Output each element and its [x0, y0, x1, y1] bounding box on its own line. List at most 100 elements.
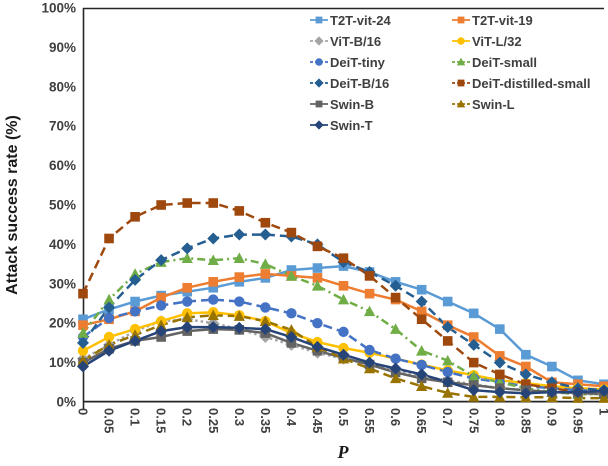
marker-square: [130, 296, 140, 307]
marker-triangle: [77, 354, 89, 366]
x-tick-label: 0.8: [492, 408, 507, 426]
marker-triangle: [77, 327, 89, 338]
marker-triangle: [181, 311, 193, 323]
y-tick-label: 20%: [49, 316, 76, 331]
x-tick-label: 0.55: [362, 408, 377, 433]
marker-triangle: [285, 324, 297, 335]
marker-diamond: [155, 254, 168, 267]
marker-square: [547, 361, 557, 372]
marker-circle: [338, 342, 349, 354]
marker-triangle: [129, 268, 141, 279]
x-tick-label: 0.85: [518, 408, 533, 433]
marker-square: [521, 349, 531, 360]
marker-triangle: [129, 329, 141, 340]
legend-label: T2T-vit-24: [330, 12, 391, 28]
marker-triangle: [207, 254, 219, 265]
marker-triangle: [207, 309, 219, 321]
marker-circle: [182, 296, 193, 307]
y-tick-label: 100%: [41, 1, 76, 16]
marker-square: [312, 241, 323, 252]
y-axis-title: Attack success rate (%): [4, 115, 21, 295]
marker-triangle: [311, 279, 324, 291]
marker-square: [495, 351, 505, 361]
marker-square: [315, 16, 323, 24]
marker-square: [416, 314, 427, 325]
marker-diamond: [207, 321, 220, 334]
marker-diamond: [314, 78, 324, 88]
marker-diamond: [467, 384, 480, 397]
x-tick-label: 0.6: [388, 408, 403, 426]
marker-square: [468, 308, 479, 319]
marker-triangle: [416, 380, 428, 392]
marker-circle: [416, 359, 427, 371]
y-tick-label: 80%: [49, 79, 76, 94]
marker-square: [521, 361, 531, 372]
marker-diamond: [233, 228, 246, 241]
x-tick-label: 0.15: [154, 408, 169, 433]
marker-diamond: [77, 360, 89, 373]
marker-diamond: [129, 273, 142, 286]
marker-diamond: [259, 228, 272, 241]
x-tick-label: 0: [76, 408, 91, 415]
legend-label: ViT-B/16: [330, 33, 382, 49]
marker-triangle: [155, 319, 167, 330]
marker-square: [78, 288, 88, 299]
marker-triangle: [390, 372, 402, 384]
legend-item-t2t-vit-19: T2T-vit-19: [452, 13, 590, 27]
marker-diamond: [571, 386, 584, 399]
marker-diamond: [314, 36, 324, 46]
marker-triangle: [233, 310, 245, 321]
x-axis-tick-labels: 0 0.05 0.1 0.15 0.2 0.25 0.3 0.35 0.4 0.45 0.5 0.55…: [76, 408, 608, 433]
marker-square: [286, 265, 297, 275]
x-tick-label: 0.65: [414, 408, 429, 433]
marker-square: [364, 271, 375, 281]
marker-diamond: [389, 279, 402, 292]
legend-item-swin-l: Swin-L: [452, 97, 590, 111]
marker-square: [312, 273, 323, 283]
marker-diamond: [493, 386, 506, 399]
y-axis-tick-labels: 0% 10% 20% 30% 40% 50% 60% 70% 80% 90% 100%: [41, 1, 76, 410]
marker-triangle: [337, 293, 350, 305]
marker-circle: [234, 296, 245, 307]
marker-diamond: [129, 334, 142, 347]
marker-diamond: [103, 344, 116, 357]
legend-label: Swin-L: [472, 96, 515, 112]
marker-triangle: [390, 323, 402, 334]
legend-marker-square-icon: [452, 16, 470, 24]
y-tick-label: 0%: [56, 395, 76, 410]
marker-square: [442, 296, 453, 307]
legend-label: T2T-vit-19: [472, 12, 533, 28]
marker-square: [457, 16, 465, 24]
legend-item-deit-small: DeiT-small: [452, 55, 590, 69]
marker-circle: [286, 308, 297, 319]
x-tick-label: 0.35: [258, 408, 273, 433]
marker-diamond: [519, 368, 532, 381]
legend-label: DeiT-tiny: [330, 54, 385, 70]
x-tick-label: 0.1: [128, 408, 143, 426]
legend-item-deit-b-16: DeiT-B/16: [310, 76, 452, 90]
marker-diamond: [415, 368, 428, 381]
legend-label: Swin-B: [330, 96, 375, 112]
marker-circle: [364, 344, 375, 356]
marker-circle: [129, 323, 141, 335]
legend-marker-triangle-icon: [452, 99, 470, 108]
marker-square: [260, 269, 271, 279]
x-tick-label: 0.45: [310, 408, 325, 433]
marker-diamond: [233, 321, 246, 334]
marker-triangle: [456, 57, 466, 66]
marker-triangle: [598, 392, 608, 403]
marker-circle: [77, 345, 89, 356]
marker-square: [364, 288, 375, 299]
x-tick-label: 0.3: [232, 408, 247, 426]
marker-diamond: [519, 387, 532, 400]
legend-item-deit-tiny: DeiT-tiny: [310, 55, 452, 69]
x-tick-label: 0.9: [544, 408, 559, 426]
marker-circle: [442, 366, 453, 378]
y-tick-label: 50%: [49, 198, 76, 213]
marker-triangle: [442, 354, 454, 366]
marker-square: [521, 379, 531, 390]
marker-square: [182, 198, 192, 208]
marker-square: [156, 292, 166, 303]
series-line-deit-distilled-small: [81, 201, 605, 396]
x-tick-label: 0.75: [466, 408, 481, 433]
